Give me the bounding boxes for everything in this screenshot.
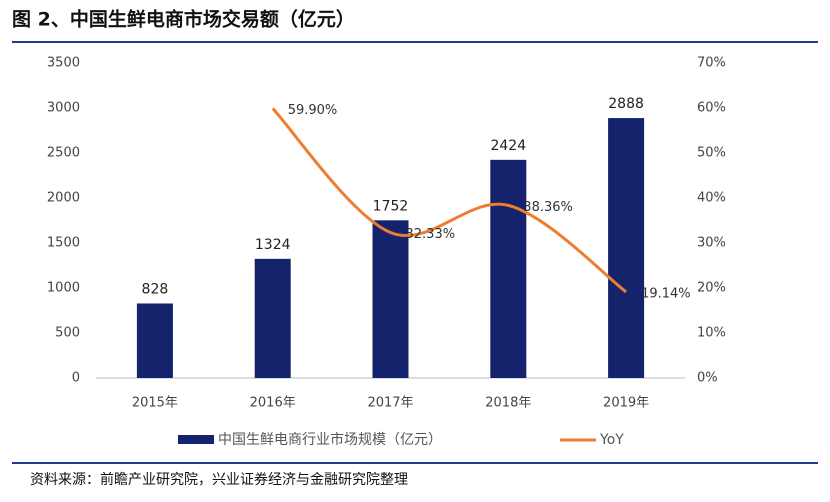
line-value-label: 32.33% <box>406 227 456 242</box>
x-tick-label: 2016年 <box>250 396 296 411</box>
bar-value-label: 2888 <box>608 96 644 112</box>
legend-label: YoY <box>599 432 624 448</box>
legend-label: 中国生鲜电商行业市场规模（亿元） <box>218 431 442 448</box>
bar <box>136 303 173 378</box>
bar <box>490 159 527 378</box>
y-tick-label: 3000 <box>47 101 80 116</box>
x-tick-label: 2015年 <box>132 396 178 411</box>
bar <box>372 220 409 378</box>
y-tick-label: 1000 <box>47 281 80 296</box>
y2-tick-label: 40% <box>697 191 726 206</box>
y-tick-label: 2500 <box>47 146 80 161</box>
bar-value-label: 2424 <box>490 138 526 154</box>
line-value-label: 19.14% <box>641 286 691 301</box>
line-value-label: 38.36% <box>523 200 573 215</box>
y-tick-label: 0 <box>72 371 80 386</box>
line-value-label: 59.90% <box>288 103 338 118</box>
x-tick-label: 2018年 <box>485 396 531 411</box>
x-tick-label: 2017年 <box>367 396 413 411</box>
bar <box>254 258 291 378</box>
y2-tick-label: 10% <box>697 326 726 341</box>
bar-value-label: 1324 <box>255 237 291 253</box>
source-note: 资料来源：前瞻产业研究院，兴业证券经济与金融研究院整理 <box>30 471 408 488</box>
y2-tick-label: 30% <box>697 236 726 251</box>
y2-tick-label: 20% <box>697 281 726 296</box>
y2-tick-label: 50% <box>697 146 726 161</box>
bar-value-label: 1752 <box>373 198 409 214</box>
y-tick-label: 3500 <box>47 56 80 71</box>
y-tick-label: 500 <box>55 326 80 341</box>
chart-title: 图 2、中国生鲜电商市场交易额（亿元） <box>12 8 355 31</box>
legend-swatch <box>178 435 214 444</box>
bar <box>608 118 645 378</box>
y2-tick-label: 70% <box>697 56 726 71</box>
bar-value-label: 828 <box>142 281 169 297</box>
y2-tick-label: 60% <box>697 101 726 116</box>
y-tick-label: 2000 <box>47 191 80 206</box>
y2-tick-label: 0% <box>697 371 718 386</box>
y-tick-label: 1500 <box>47 236 80 251</box>
x-tick-label: 2019年 <box>603 396 649 411</box>
line <box>271 107 627 294</box>
